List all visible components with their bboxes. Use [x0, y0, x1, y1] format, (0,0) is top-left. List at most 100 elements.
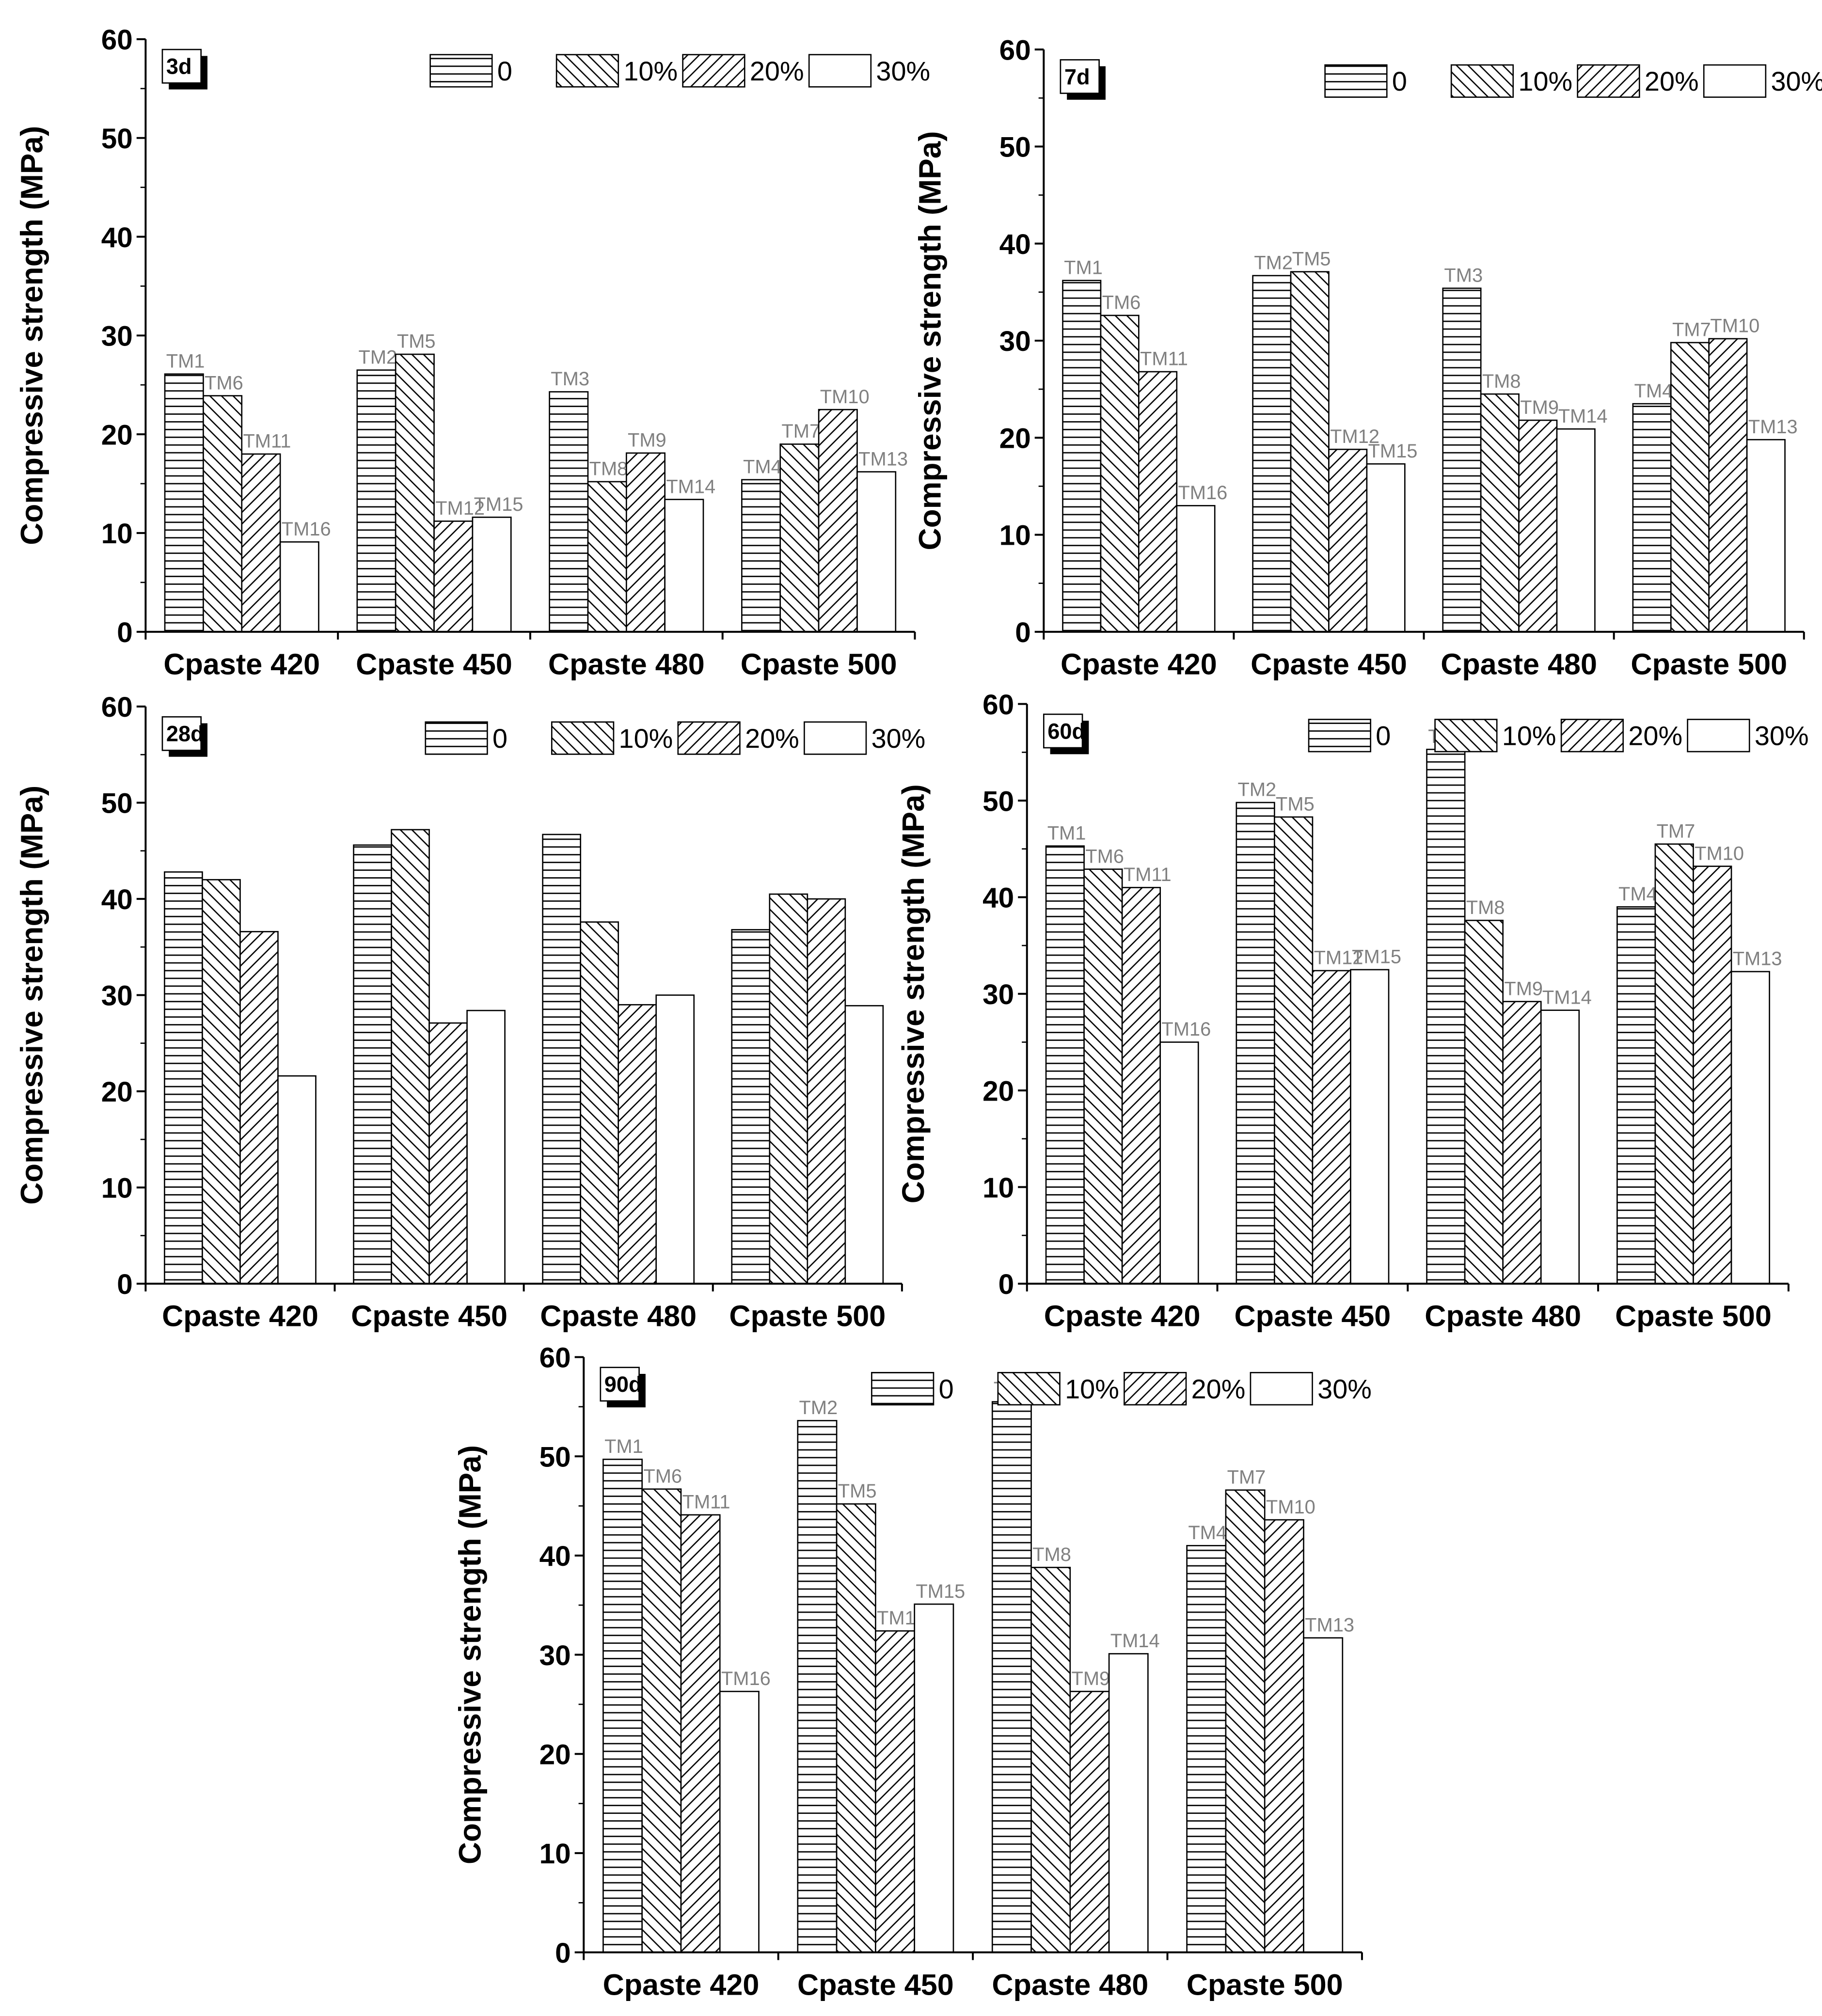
bar-label: TM14 — [666, 476, 715, 497]
bar — [587, 481, 627, 633]
bar-label: TM2 — [799, 1397, 838, 1418]
bar — [1290, 271, 1330, 633]
x-tick-label: Cpaste 480 — [540, 1300, 697, 1333]
bar — [1708, 338, 1748, 633]
x-tick-label: Cpaste 450 — [356, 647, 512, 680]
legend-swatch — [1324, 64, 1388, 98]
legend-label: 10% — [1065, 1373, 1119, 1404]
panel-tag-box — [600, 1367, 640, 1402]
legend-label: 0 — [1376, 721, 1391, 751]
x-tick-label: Cpaste 500 — [1615, 1300, 1772, 1333]
bar-label: TM11 — [243, 431, 291, 452]
bar-label: TM13 — [1748, 416, 1798, 438]
bar-label: TM7 — [1672, 319, 1711, 341]
bar — [239, 931, 279, 1285]
legend-label: 30% — [876, 56, 930, 86]
y-tick-label: 30 — [539, 1640, 571, 1671]
legend-label: 30% — [871, 723, 926, 754]
bar — [769, 893, 808, 1285]
bar — [353, 844, 392, 1285]
y-axis-title: Compressive strength (MPa) — [453, 1445, 488, 1864]
bar-label: TM3 — [1444, 265, 1483, 286]
bar — [1252, 275, 1292, 633]
bar — [1654, 843, 1694, 1285]
bar — [395, 353, 435, 633]
y-tick-label: 60 — [539, 1342, 571, 1374]
bar — [602, 1458, 643, 1953]
bar-label: TM14 — [1110, 1630, 1160, 1652]
bar — [807, 898, 846, 1285]
panel-tag-box — [1060, 59, 1100, 94]
y-axis-title: Compressive strength (MPa) — [913, 131, 948, 550]
chart-panel: TM1TM2TM3TM4TM6TM5TM8TM7TM11TM12TM9TM10T… — [896, 689, 1809, 1333]
panel-tag: 3d — [166, 54, 192, 79]
x-tick-label: Cpaste 500 — [729, 1300, 886, 1333]
legend-swatch — [555, 54, 619, 88]
bar-label: TM4 — [1618, 883, 1657, 905]
bar-label: TM8 — [589, 458, 628, 480]
bar — [1121, 887, 1161, 1285]
legend-label: 0 — [1392, 66, 1407, 96]
x-tick-label: Cpaste 420 — [163, 647, 320, 680]
y-tick-label: 0 — [555, 1937, 571, 1969]
legend-label: 0 — [492, 723, 507, 754]
panel-tag: 7d — [1064, 64, 1090, 89]
bar-label: TM2 — [1237, 779, 1276, 801]
chart-panel: TM1TM2TM3TM4TM6TM5TM8TM7TM11TM12TM9TM10T… — [453, 1342, 1372, 2001]
x-tick-label: Cpaste 480 — [548, 647, 705, 680]
y-tick-label: 40 — [982, 882, 1014, 914]
bar — [844, 1005, 884, 1285]
bar — [1236, 802, 1275, 1285]
bar — [680, 1514, 721, 1953]
bar — [202, 879, 241, 1285]
bar — [279, 541, 319, 633]
bar-label: TM6 — [643, 1465, 682, 1487]
legend-swatch — [1560, 719, 1624, 753]
y-tick-label: 20 — [982, 1075, 1014, 1107]
bar — [1670, 342, 1710, 633]
bar-label: TM6 — [205, 372, 243, 394]
bar-label: TM15 — [1352, 946, 1401, 968]
bar-label: TM7 — [1657, 820, 1695, 842]
y-tick-label: 20 — [999, 423, 1031, 454]
bar — [1069, 1690, 1110, 1953]
legend-label: 20% — [1191, 1373, 1246, 1404]
bar — [818, 409, 858, 633]
legend-label: 10% — [623, 56, 678, 86]
y-tick-label: 30 — [999, 326, 1031, 357]
legend-label: 20% — [745, 723, 799, 754]
legend-label: 30% — [1755, 721, 1809, 751]
legend-label: 20% — [750, 56, 804, 86]
bar — [991, 1401, 1032, 1953]
bar — [580, 921, 619, 1285]
bar — [1366, 463, 1406, 633]
legend-label: 0 — [497, 56, 512, 86]
bar — [428, 1022, 468, 1285]
bar — [277, 1075, 317, 1285]
bar — [625, 452, 666, 633]
bar — [856, 471, 897, 633]
y-tick-label: 60 — [101, 24, 133, 56]
bar-label: TM2 — [359, 346, 397, 368]
bar — [655, 994, 695, 1285]
bar-label: TM11 — [682, 1492, 730, 1513]
bar — [1556, 428, 1596, 633]
bar-label: TM16 — [1178, 482, 1227, 504]
legend-label: 30% — [1317, 1373, 1372, 1404]
bar — [1693, 866, 1732, 1285]
legend-label: 20% — [1645, 66, 1699, 96]
bar-label: TM1 — [1064, 257, 1103, 278]
bar-label: TM13 — [1733, 948, 1782, 970]
bar — [164, 871, 203, 1285]
legend-swatch — [997, 1372, 1061, 1406]
legend-swatch — [1703, 64, 1767, 98]
panel-tag: 90d — [604, 1372, 642, 1397]
legend-swatch — [808, 54, 872, 88]
legend-label: 10% — [1518, 66, 1572, 96]
bar — [1480, 393, 1520, 633]
legend-swatch — [1577, 64, 1640, 98]
bar-label: TM9 — [1071, 1668, 1110, 1689]
bar-label: TM15 — [916, 1581, 965, 1602]
